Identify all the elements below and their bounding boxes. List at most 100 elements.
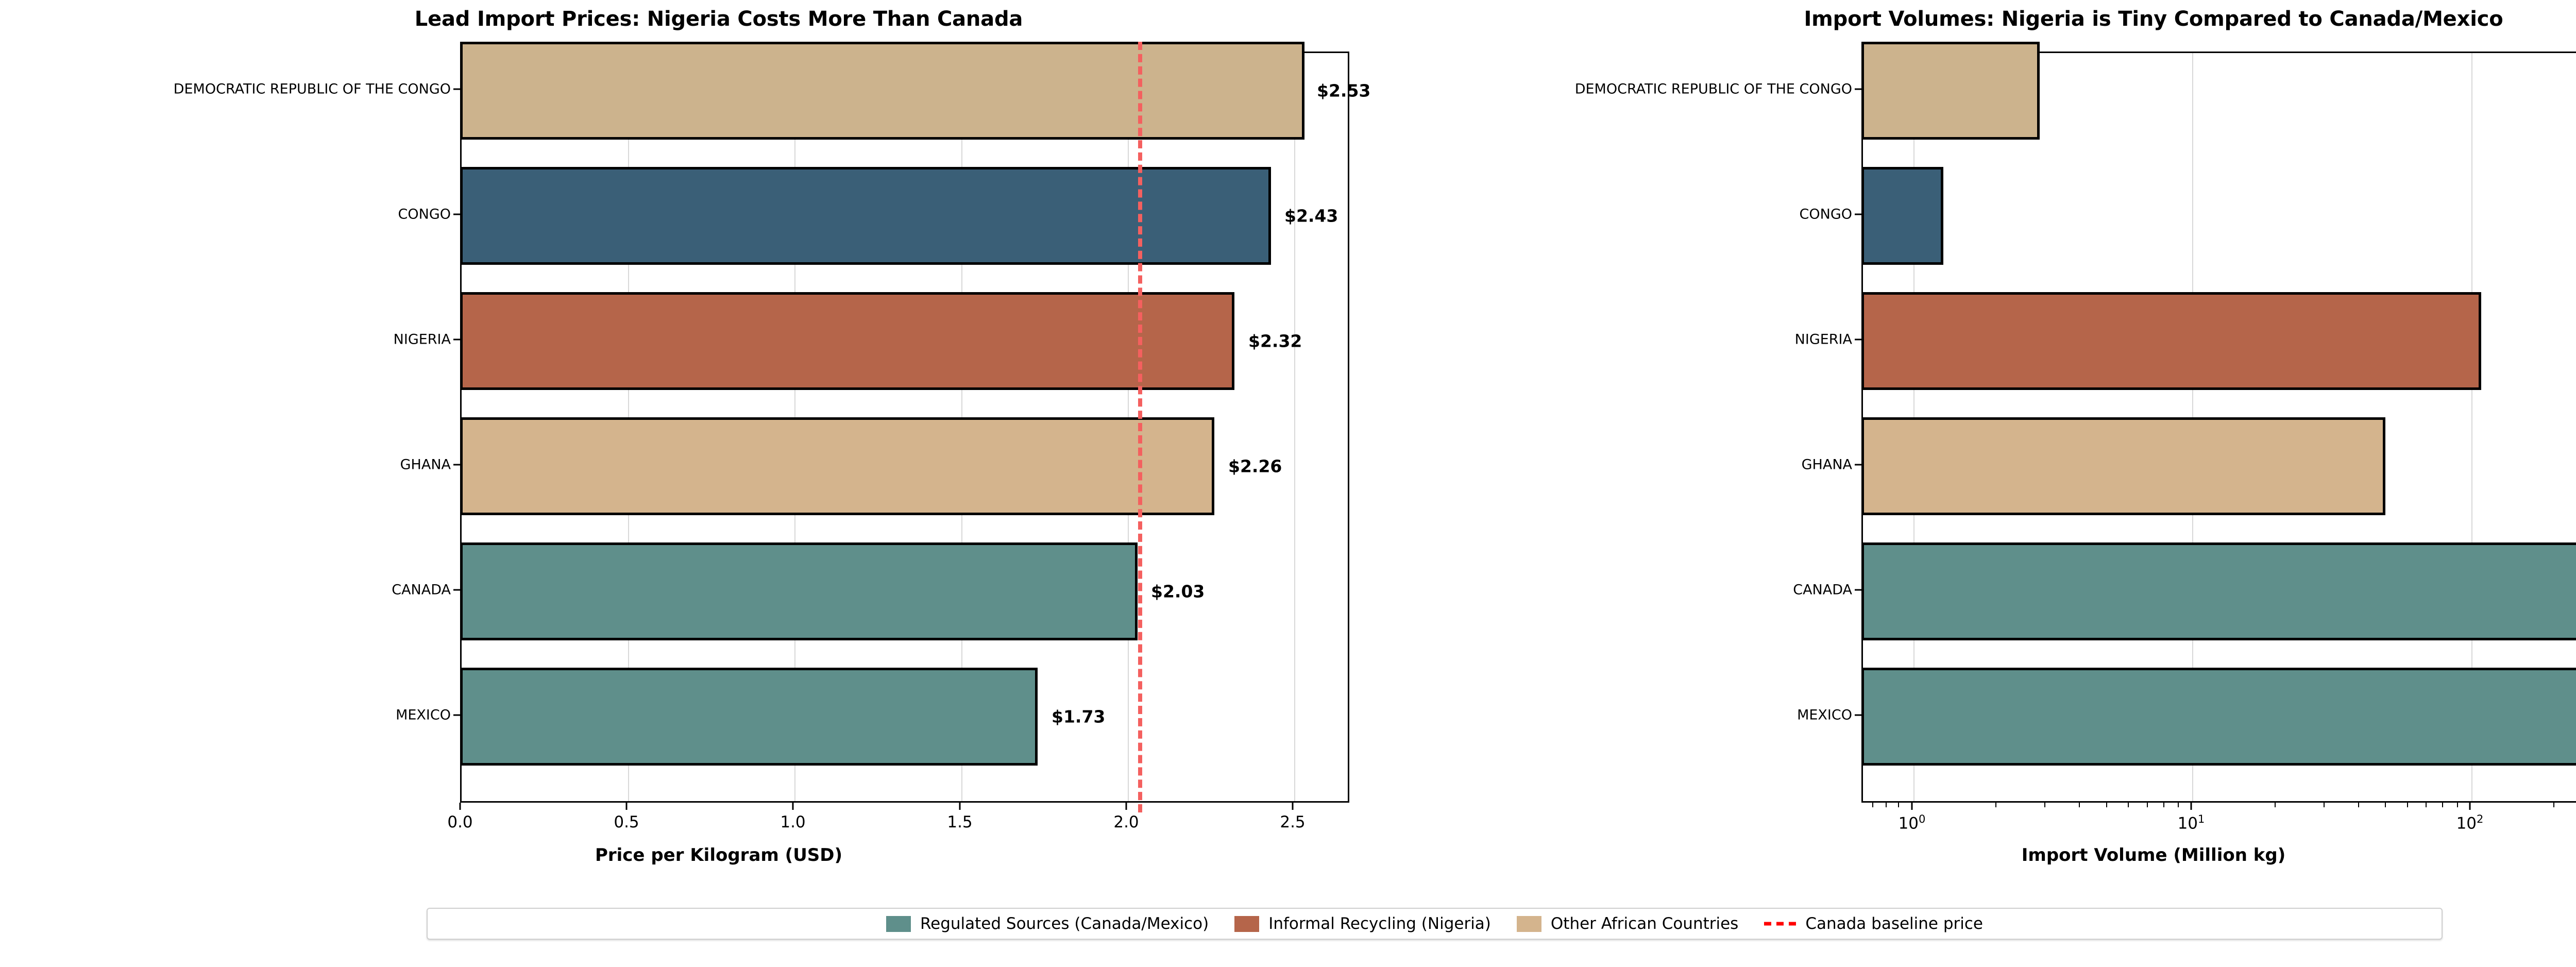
- price-ytick-mark: [453, 88, 460, 90]
- volume-xtick-minor: [2358, 803, 2359, 807]
- volume-ytick-label-drc: DEMOCRATIC REPUBLIC OF THE CONGO: [1574, 81, 1852, 97]
- price-ytick-label-ghana: GHANA: [400, 456, 451, 473]
- volume-xtick-minor: [2163, 803, 2164, 807]
- volume-xtick-exp-1e2: 2: [2477, 813, 2484, 825]
- price-bar-canada[interactable]: [460, 542, 1138, 640]
- volume-xtick-exp-1e0: 0: [1919, 813, 1926, 825]
- legend-label-baseline: Canada baseline price: [1805, 914, 1984, 933]
- price-ytick-mark: [453, 338, 460, 341]
- volume-xtick-minor: [2457, 803, 2458, 807]
- price-bar-mexico[interactable]: [460, 668, 1038, 766]
- volume-bar-nigeria[interactable]: [1861, 292, 2481, 390]
- price-bar-drc[interactable]: [460, 42, 1304, 140]
- volume-xtick-label-1e1: 101: [2178, 813, 2205, 833]
- volume-xtick-mark-1e0: [1911, 803, 1913, 810]
- price-xtick-label-2: 1.0: [780, 813, 806, 832]
- volume-xtick-base-1e1: 10: [2177, 814, 2198, 833]
- legend-item-baseline[interactable]: Canada baseline price: [1764, 909, 1983, 939]
- price-bar-ghana[interactable]: [460, 417, 1214, 515]
- volume-bar-congo[interactable]: [1861, 167, 1943, 265]
- price-xtick-mark: [459, 803, 461, 810]
- volume-xtick-minor: [2553, 803, 2554, 807]
- volume-plot-area: [1861, 42, 2576, 803]
- volume-xtick-minor: [2147, 803, 2148, 807]
- volume-ytick-label-congo: CONGO: [1799, 206, 1852, 223]
- legend-item-informal[interactable]: Informal Recycling (Nigeria): [1234, 909, 1517, 939]
- volume-ytick-label-canada: CANADA: [1793, 582, 1852, 598]
- price-xtick-label-5: 2.5: [1280, 813, 1306, 832]
- volume-chart-title: Import Volumes: Nigeria is Tiny Compared…: [1804, 7, 2503, 31]
- price-bar-congo[interactable]: [460, 167, 1271, 265]
- price-chart-title: Lead Import Prices: Nigeria Costs More T…: [414, 7, 1023, 31]
- price-value-label-congo: $2.43: [1284, 206, 1338, 226]
- volume-bar-canada[interactable]: [1861, 542, 2576, 640]
- volume-xtick-minor: [1995, 803, 1996, 807]
- volume-xtick-minor: [2079, 803, 2080, 807]
- legend-item-other-african[interactable]: Other African Countries: [1516, 909, 1764, 939]
- price-value-label-drc: $2.53: [1317, 80, 1371, 101]
- price-xtick-mark: [1125, 803, 1127, 810]
- volume-ytick-label-nigeria: NIGERIA: [1794, 331, 1852, 348]
- price-bar-nigeria[interactable]: [460, 292, 1234, 390]
- volume-xtick-exp-1e1: 1: [2198, 813, 2205, 825]
- price-xtick-label-0: 0.0: [447, 813, 473, 832]
- dashed-line-icon-baseline: [1764, 916, 1797, 932]
- legend-item-regulated[interactable]: Regulated Sources (Canada/Mexico): [886, 909, 1234, 939]
- volume-xtick-base-1e2: 10: [2456, 814, 2477, 833]
- volume-bar-ghana[interactable]: [1861, 417, 2385, 515]
- volume-xtick-minor: [2178, 803, 2179, 807]
- legend-label-informal: Informal Recycling (Nigeria): [1268, 914, 1491, 933]
- volume-ytick-mark: [1855, 88, 1861, 90]
- price-ytick-mark: [453, 464, 460, 466]
- legend-label-other-african: Other African Countries: [1550, 914, 1739, 933]
- canada-baseline-vline: [1138, 42, 1142, 812]
- price-value-label-nigeria: $2.32: [1248, 331, 1302, 351]
- volume-ytick-mark: [1855, 464, 1861, 466]
- volume-xtick-minor: [1898, 803, 1899, 807]
- volume-xaxis-label: Import Volume (Million kg): [2021, 845, 2286, 866]
- volume-ytick-mark: [1855, 213, 1861, 215]
- volume-bar-drc[interactable]: [1861, 42, 2040, 140]
- price-xtick-label-4: 2.0: [1113, 813, 1139, 832]
- volume-bar-mexico[interactable]: [1861, 668, 2576, 766]
- volume-xtick-minor: [1886, 803, 1887, 807]
- price-ytick-label-drc: DEMOCRATIC REPUBLIC OF THE CONGO: [173, 81, 451, 97]
- volume-ytick-label-ghana: GHANA: [1801, 456, 1852, 473]
- volume-xtick-mark-1e1: [2190, 803, 2192, 810]
- volume-xtick-minor: [1872, 803, 1873, 807]
- price-xtick-mark: [792, 803, 794, 810]
- volume-xtick-minor: [2044, 803, 2045, 807]
- volume-xtick-minor: [2324, 803, 2325, 807]
- volume-xtick-minor: [2128, 803, 2129, 807]
- volume-chart-panel: Import Volumes: Nigeria is Tiny Compared…: [1435, 0, 2576, 876]
- volume-ytick-mark: [1855, 589, 1861, 591]
- volume-xtick-minor: [2407, 803, 2408, 807]
- price-chart-panel: Lead Import Prices: Nigeria Costs More T…: [173, 7, 1371, 866]
- price-xtick-label-3: 1.5: [947, 813, 973, 832]
- volume-xtick-label-1e0: 100: [1899, 813, 1926, 833]
- figure-legend: Regulated Sources (Canada/Mexico) Inform…: [427, 908, 2443, 940]
- volume-xtick-minor: [2442, 803, 2443, 807]
- price-xtick-mark: [1292, 803, 1294, 810]
- price-ytick-mark: [453, 589, 460, 591]
- price-ytick-label-congo: CONGO: [398, 206, 451, 223]
- volume-gridline-1e2: [2471, 53, 2472, 801]
- price-ytick-label-nigeria: NIGERIA: [393, 331, 451, 348]
- price-ytick-label-canada: CANADA: [392, 582, 451, 598]
- price-value-label-mexico: $1.73: [1052, 706, 1106, 727]
- price-xaxis-label: Price per Kilogram (USD): [595, 845, 843, 866]
- volume-xtick-mark-1e2: [2469, 803, 2471, 810]
- price-ytick-label-mexico: MEXICO: [396, 707, 451, 723]
- volume-xtick-base-1e0: 10: [1898, 814, 1919, 833]
- volume-xtick-minor: [2275, 803, 2276, 807]
- price-value-label-canada: $2.03: [1151, 581, 1205, 602]
- price-gridline-2.5: [1294, 53, 1295, 801]
- volume-ytick-label-mexico: MEXICO: [1797, 707, 1852, 723]
- price-xtick-mark: [625, 803, 628, 810]
- volume-xtick-minor: [2106, 803, 2107, 807]
- price-plot-area: $2.53 $2.43 $2.32 $2.26 $2.03 $1.73: [460, 42, 1370, 812]
- price-ytick-mark: [453, 714, 460, 716]
- volume-xtick-minor: [2385, 803, 2386, 807]
- price-ytick-mark: [453, 213, 460, 215]
